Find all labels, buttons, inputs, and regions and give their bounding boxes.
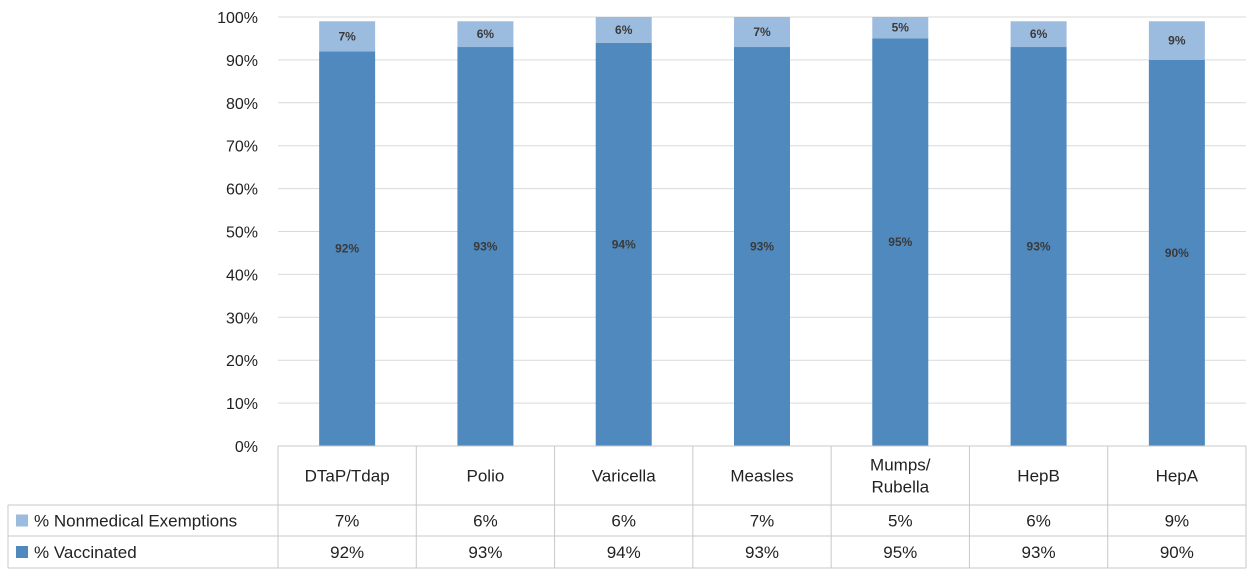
table-cell: 93% bbox=[1022, 543, 1056, 562]
y-tick-label: 0% bbox=[235, 439, 258, 456]
y-tick-label: 80% bbox=[226, 96, 258, 113]
bar-data-label: 90% bbox=[1165, 246, 1189, 260]
bar-data-label: 7% bbox=[753, 25, 771, 39]
data-table: DTaP/Tdap Polio Varicella Measles Mumps/Rube… bbox=[7, 445, 1247, 569]
category-label: DTaP/Tdap bbox=[305, 467, 390, 486]
category-label: Polio bbox=[467, 467, 505, 486]
y-tick-label: 60% bbox=[226, 182, 258, 199]
category-label: HepA bbox=[1156, 467, 1199, 486]
y-tick-label: 90% bbox=[226, 53, 258, 70]
bar-vaccinated bbox=[595, 42, 652, 447]
bar-vaccinated bbox=[319, 51, 376, 446]
y-tick-label: 70% bbox=[226, 139, 258, 156]
row-label: % Vaccinated bbox=[34, 543, 137, 562]
table-cell: 93% bbox=[745, 543, 779, 562]
bar-data-label: 92% bbox=[335, 242, 359, 256]
bar-vaccinated bbox=[734, 47, 790, 446]
table-cell: 7% bbox=[750, 512, 775, 531]
y-tick-label: 10% bbox=[226, 396, 258, 413]
y-tick-label: 40% bbox=[226, 267, 258, 284]
table-cell: 92% bbox=[330, 543, 364, 562]
category-label: Mumps/Rubella bbox=[870, 456, 931, 497]
table-cell: 94% bbox=[607, 543, 641, 562]
table-cell: 90% bbox=[1160, 543, 1194, 562]
legend-key bbox=[16, 546, 28, 558]
y-axis: 0% 10% 20% 30% 40% 50% 60% 70% 80% 90% 100% bbox=[217, 10, 258, 456]
table-cell: 95% bbox=[883, 543, 917, 562]
bar-data-label: 93% bbox=[1027, 240, 1051, 254]
category-label: Varicella bbox=[592, 467, 656, 486]
bar-data-label: 93% bbox=[750, 240, 774, 254]
bar-data-label: 6% bbox=[1030, 27, 1048, 41]
bars: 92% 7% 93% 6% 94% 6% 93% 7% 95% 5% 93% 6% 90% 9% bbox=[319, 17, 1205, 447]
bar-data-label: 5% bbox=[892, 21, 910, 35]
table-cell: 93% bbox=[468, 543, 502, 562]
bar-nonmedical-exemptions bbox=[457, 21, 514, 48]
bar-vaccinated bbox=[457, 47, 514, 446]
bar-nonmedical-exemptions bbox=[1010, 21, 1067, 48]
table-cell: 9% bbox=[1165, 512, 1190, 531]
row-label: % Nonmedical Exemptions bbox=[34, 512, 237, 531]
bar-nonmedical-exemptions bbox=[319, 21, 376, 52]
bar-data-label: 7% bbox=[338, 29, 356, 43]
bar-data-label: 6% bbox=[615, 23, 633, 37]
bar-nonmedical-exemptions bbox=[1148, 21, 1205, 60]
y-tick-label: 20% bbox=[226, 353, 258, 370]
bar-data-label: 6% bbox=[477, 27, 495, 41]
table-cell: 7% bbox=[335, 512, 360, 531]
bar-data-label: 9% bbox=[1168, 34, 1186, 48]
bar-nonmedical-exemptions bbox=[734, 17, 790, 48]
bar-data-label: 94% bbox=[612, 237, 636, 251]
category-label: HepB bbox=[1017, 467, 1060, 486]
bar-nonmedical-exemptions bbox=[595, 17, 652, 43]
category-label: Measles bbox=[730, 467, 793, 486]
y-tick-label: 100% bbox=[217, 10, 258, 27]
bar-vaccinated bbox=[1148, 59, 1205, 447]
bar-vaccinated bbox=[872, 38, 929, 446]
bar-data-label: 95% bbox=[888, 235, 912, 249]
table-cell: 6% bbox=[1026, 512, 1051, 531]
table-cell: 6% bbox=[611, 512, 636, 531]
bar-nonmedical-exemptions bbox=[872, 17, 929, 39]
bar-data-label: 93% bbox=[473, 240, 497, 254]
bar-vaccinated bbox=[1010, 47, 1067, 446]
table-cell: 6% bbox=[473, 512, 498, 531]
y-tick-label: 50% bbox=[226, 225, 258, 242]
table-cell: 5% bbox=[888, 512, 913, 531]
legend-key bbox=[16, 514, 28, 527]
y-tick-label: 30% bbox=[226, 310, 258, 327]
